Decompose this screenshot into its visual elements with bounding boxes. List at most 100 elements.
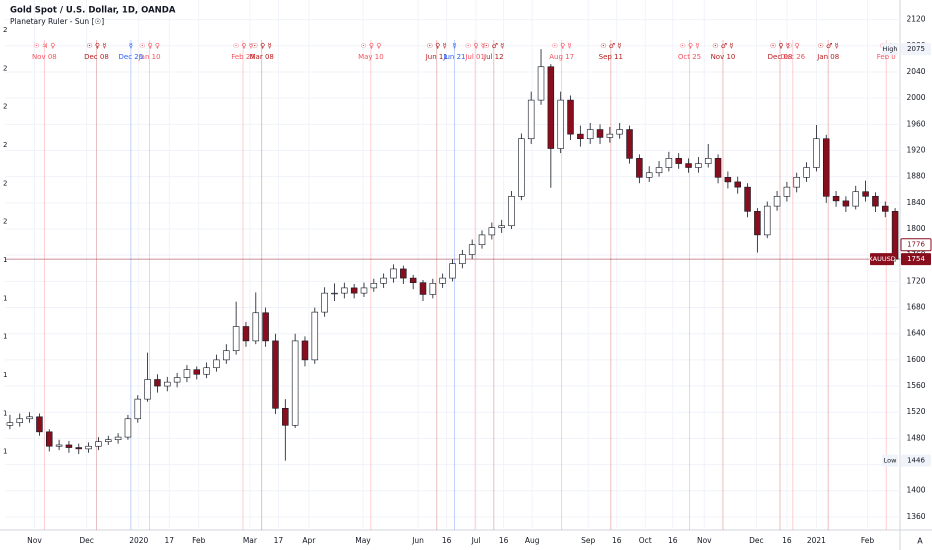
candle-body bbox=[301, 340, 309, 361]
candle-body bbox=[832, 195, 840, 202]
left-scale-label: 2 bbox=[3, 64, 7, 72]
candle-body bbox=[252, 312, 260, 342]
event-date: Jun 21 bbox=[442, 53, 465, 61]
left-scale-label: 1 bbox=[3, 409, 7, 417]
candle-body bbox=[134, 398, 142, 420]
candle-body bbox=[232, 326, 240, 352]
left-scale-label: 2 bbox=[3, 218, 7, 226]
x-tick-label: Dec bbox=[79, 536, 94, 545]
x-tick-label: Dec bbox=[749, 536, 764, 545]
event-glyph: ☉ ♀ bbox=[786, 42, 800, 50]
candle-body bbox=[439, 277, 446, 284]
candle-body bbox=[567, 99, 574, 135]
price-tag-label: XAUUSD bbox=[868, 255, 896, 263]
candle-body bbox=[409, 277, 417, 283]
candle-body bbox=[400, 268, 407, 279]
candle-body bbox=[685, 163, 692, 168]
candle-body bbox=[105, 439, 112, 442]
candle-body bbox=[636, 158, 643, 178]
candle-body bbox=[852, 191, 859, 207]
candle-body bbox=[596, 129, 604, 138]
price-tag-value: 1754 bbox=[907, 255, 925, 263]
candle-body bbox=[291, 340, 299, 426]
candle-body bbox=[124, 418, 132, 438]
candle-body bbox=[793, 177, 800, 188]
candle-body bbox=[203, 367, 210, 375]
event-date: Jul 01 bbox=[464, 53, 485, 61]
candle-body bbox=[577, 133, 584, 140]
price-tag-box bbox=[901, 253, 931, 266]
candle-body bbox=[173, 377, 181, 383]
candle-body bbox=[704, 158, 712, 164]
event-date: Feb 0 bbox=[877, 53, 896, 61]
event-date: Nov 08 bbox=[32, 53, 57, 61]
candle-body bbox=[498, 225, 505, 229]
candle-body bbox=[331, 292, 338, 295]
price-tag-box bbox=[901, 43, 931, 56]
candles bbox=[6, 49, 899, 461]
y-tick-label: 1840 bbox=[906, 198, 925, 207]
left-scale-label: 1 bbox=[3, 448, 7, 456]
candle-body bbox=[459, 254, 466, 264]
candle-body bbox=[645, 172, 653, 178]
y-tick-label: 1960 bbox=[906, 119, 925, 128]
price-tag-label-box bbox=[882, 454, 898, 467]
candle-body bbox=[734, 181, 741, 188]
candle-body bbox=[655, 167, 663, 174]
candle-body bbox=[508, 195, 515, 227]
candle-body bbox=[242, 326, 250, 342]
event-date: Nov 10 bbox=[711, 53, 736, 61]
candle-body bbox=[518, 138, 525, 197]
candle-body bbox=[55, 444, 63, 447]
candle-body bbox=[449, 263, 456, 279]
price-tag-label: High bbox=[883, 45, 898, 53]
candle-body bbox=[26, 416, 33, 420]
price-tag-box bbox=[901, 454, 931, 467]
x-tick-label: 16 bbox=[668, 536, 678, 545]
candle-body bbox=[75, 447, 83, 450]
left-scale-label: 1 bbox=[3, 256, 7, 264]
event-glyph: ☉ ♀ ♀ bbox=[360, 42, 381, 50]
event-glyph: ☉ ♂ ☿ bbox=[818, 42, 839, 50]
candle-body bbox=[380, 277, 387, 284]
candle-body bbox=[272, 340, 279, 409]
candle-body bbox=[183, 369, 191, 378]
left-scale-label: 2 bbox=[3, 179, 7, 187]
candle-body bbox=[763, 205, 771, 236]
x-tick-label: 16 bbox=[499, 536, 509, 545]
event-date: Aug 17 bbox=[549, 53, 574, 61]
candle-body bbox=[626, 129, 633, 159]
price-tag-label-box bbox=[870, 253, 894, 266]
candle-body bbox=[714, 158, 722, 178]
candle-body bbox=[429, 283, 437, 295]
event-glyph: ☉ ♀ ☿ bbox=[465, 42, 485, 50]
candle-body bbox=[65, 444, 73, 448]
candle-body bbox=[606, 133, 614, 138]
price-tag-value: 2075 bbox=[907, 45, 925, 53]
x-tick-label: 16 bbox=[612, 536, 622, 545]
x-tick-label: 16 bbox=[782, 536, 792, 545]
candle-body bbox=[527, 99, 535, 140]
x-tick-label: Oct bbox=[639, 536, 652, 545]
event-glyph: ☉ ♀ ☿ bbox=[770, 42, 790, 50]
event-glyph: ☉ ♀ ☿ bbox=[552, 42, 572, 50]
y-tick-label: 2000 bbox=[906, 93, 925, 102]
event-glyph: ☉ ♀ ☿ bbox=[427, 42, 447, 50]
candle-body bbox=[813, 138, 820, 168]
x-tick-label: Jun bbox=[411, 536, 424, 545]
auto-scale-button[interactable]: A bbox=[917, 537, 923, 546]
left-scale-label: 2 bbox=[3, 26, 7, 34]
x-tick-label: May bbox=[355, 536, 371, 545]
candle-body bbox=[675, 158, 682, 164]
candle-body bbox=[36, 416, 43, 433]
candle-body bbox=[537, 66, 545, 101]
left-scale-label: 2 bbox=[3, 103, 7, 111]
candle-body bbox=[154, 379, 161, 387]
event-glyph: ☿ bbox=[452, 42, 456, 50]
price-tag-value: 1776 bbox=[907, 241, 925, 249]
event-glyph: ☉ ♀ ☿ bbox=[86, 42, 106, 50]
x-tick-label: Feb bbox=[861, 536, 875, 545]
candle-body bbox=[193, 369, 201, 375]
chart-title: Gold Spot / U.S. Dollar, 1D, OANDA bbox=[10, 6, 176, 16]
